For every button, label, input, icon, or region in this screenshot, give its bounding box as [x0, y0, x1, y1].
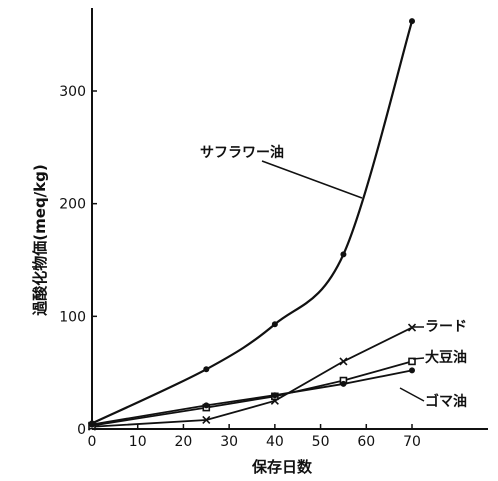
y-tick-label: 0 — [77, 422, 86, 438]
point-safflower-oil — [409, 18, 415, 25]
point-safflower-oil — [203, 366, 210, 373]
x-tick-label: 50 — [312, 434, 330, 450]
label-sesame-oil: ゴマ油 — [425, 393, 467, 410]
label-safflower-oil: サフラワー油 — [200, 144, 284, 161]
point-sesame-oil — [203, 402, 210, 409]
ticks: 0 10 20 30 40 50 60 70 0 100 200 300 — [59, 84, 421, 450]
x-tick-label: 40 — [266, 434, 284, 450]
x-tick-label: 0 — [88, 434, 97, 450]
leader-safflower-oil — [261, 160, 363, 199]
label-soybean-oil: 大豆油 — [425, 349, 467, 366]
point-x-stroke — [339, 357, 348, 366]
y-tick-label: 100 — [59, 309, 86, 325]
point-sesame-oil — [89, 421, 95, 428]
point-sesame-oil — [271, 392, 278, 399]
point-lard — [339, 357, 348, 366]
point-x-stroke — [202, 415, 211, 425]
y-tick-label: 200 — [59, 197, 86, 213]
y-axis-title: 過酸化物価(meq/kg) — [31, 164, 49, 316]
point-soybean-oil — [408, 357, 416, 366]
leader-soybean-oil — [412, 357, 425, 360]
point-sesame-oil — [409, 367, 415, 374]
label-lard: ラード — [425, 319, 467, 335]
line-sesame-oil — [91, 369, 413, 426]
x-tick-label: 30 — [220, 434, 238, 450]
x-tick-label: 20 — [175, 434, 193, 450]
x-tick-label: 10 — [129, 434, 147, 450]
point-lard — [202, 415, 211, 425]
point-sesame-oil — [340, 380, 347, 387]
point-safflower-oil — [271, 321, 278, 328]
point-safflower-oil — [340, 251, 347, 258]
series — [87, 18, 417, 431]
y-tick-label: 300 — [59, 84, 86, 100]
point-x-stroke — [407, 323, 417, 332]
x-axis-title: 保存日数 — [251, 458, 313, 476]
leader-sesame-oil — [399, 387, 425, 402]
x-tick-label: 60 — [357, 434, 375, 450]
x-tick-label: 70 — [403, 434, 421, 450]
point-lard — [407, 323, 417, 332]
line-safflower-oil — [91, 20, 414, 425]
axes — [91, 8, 488, 430]
